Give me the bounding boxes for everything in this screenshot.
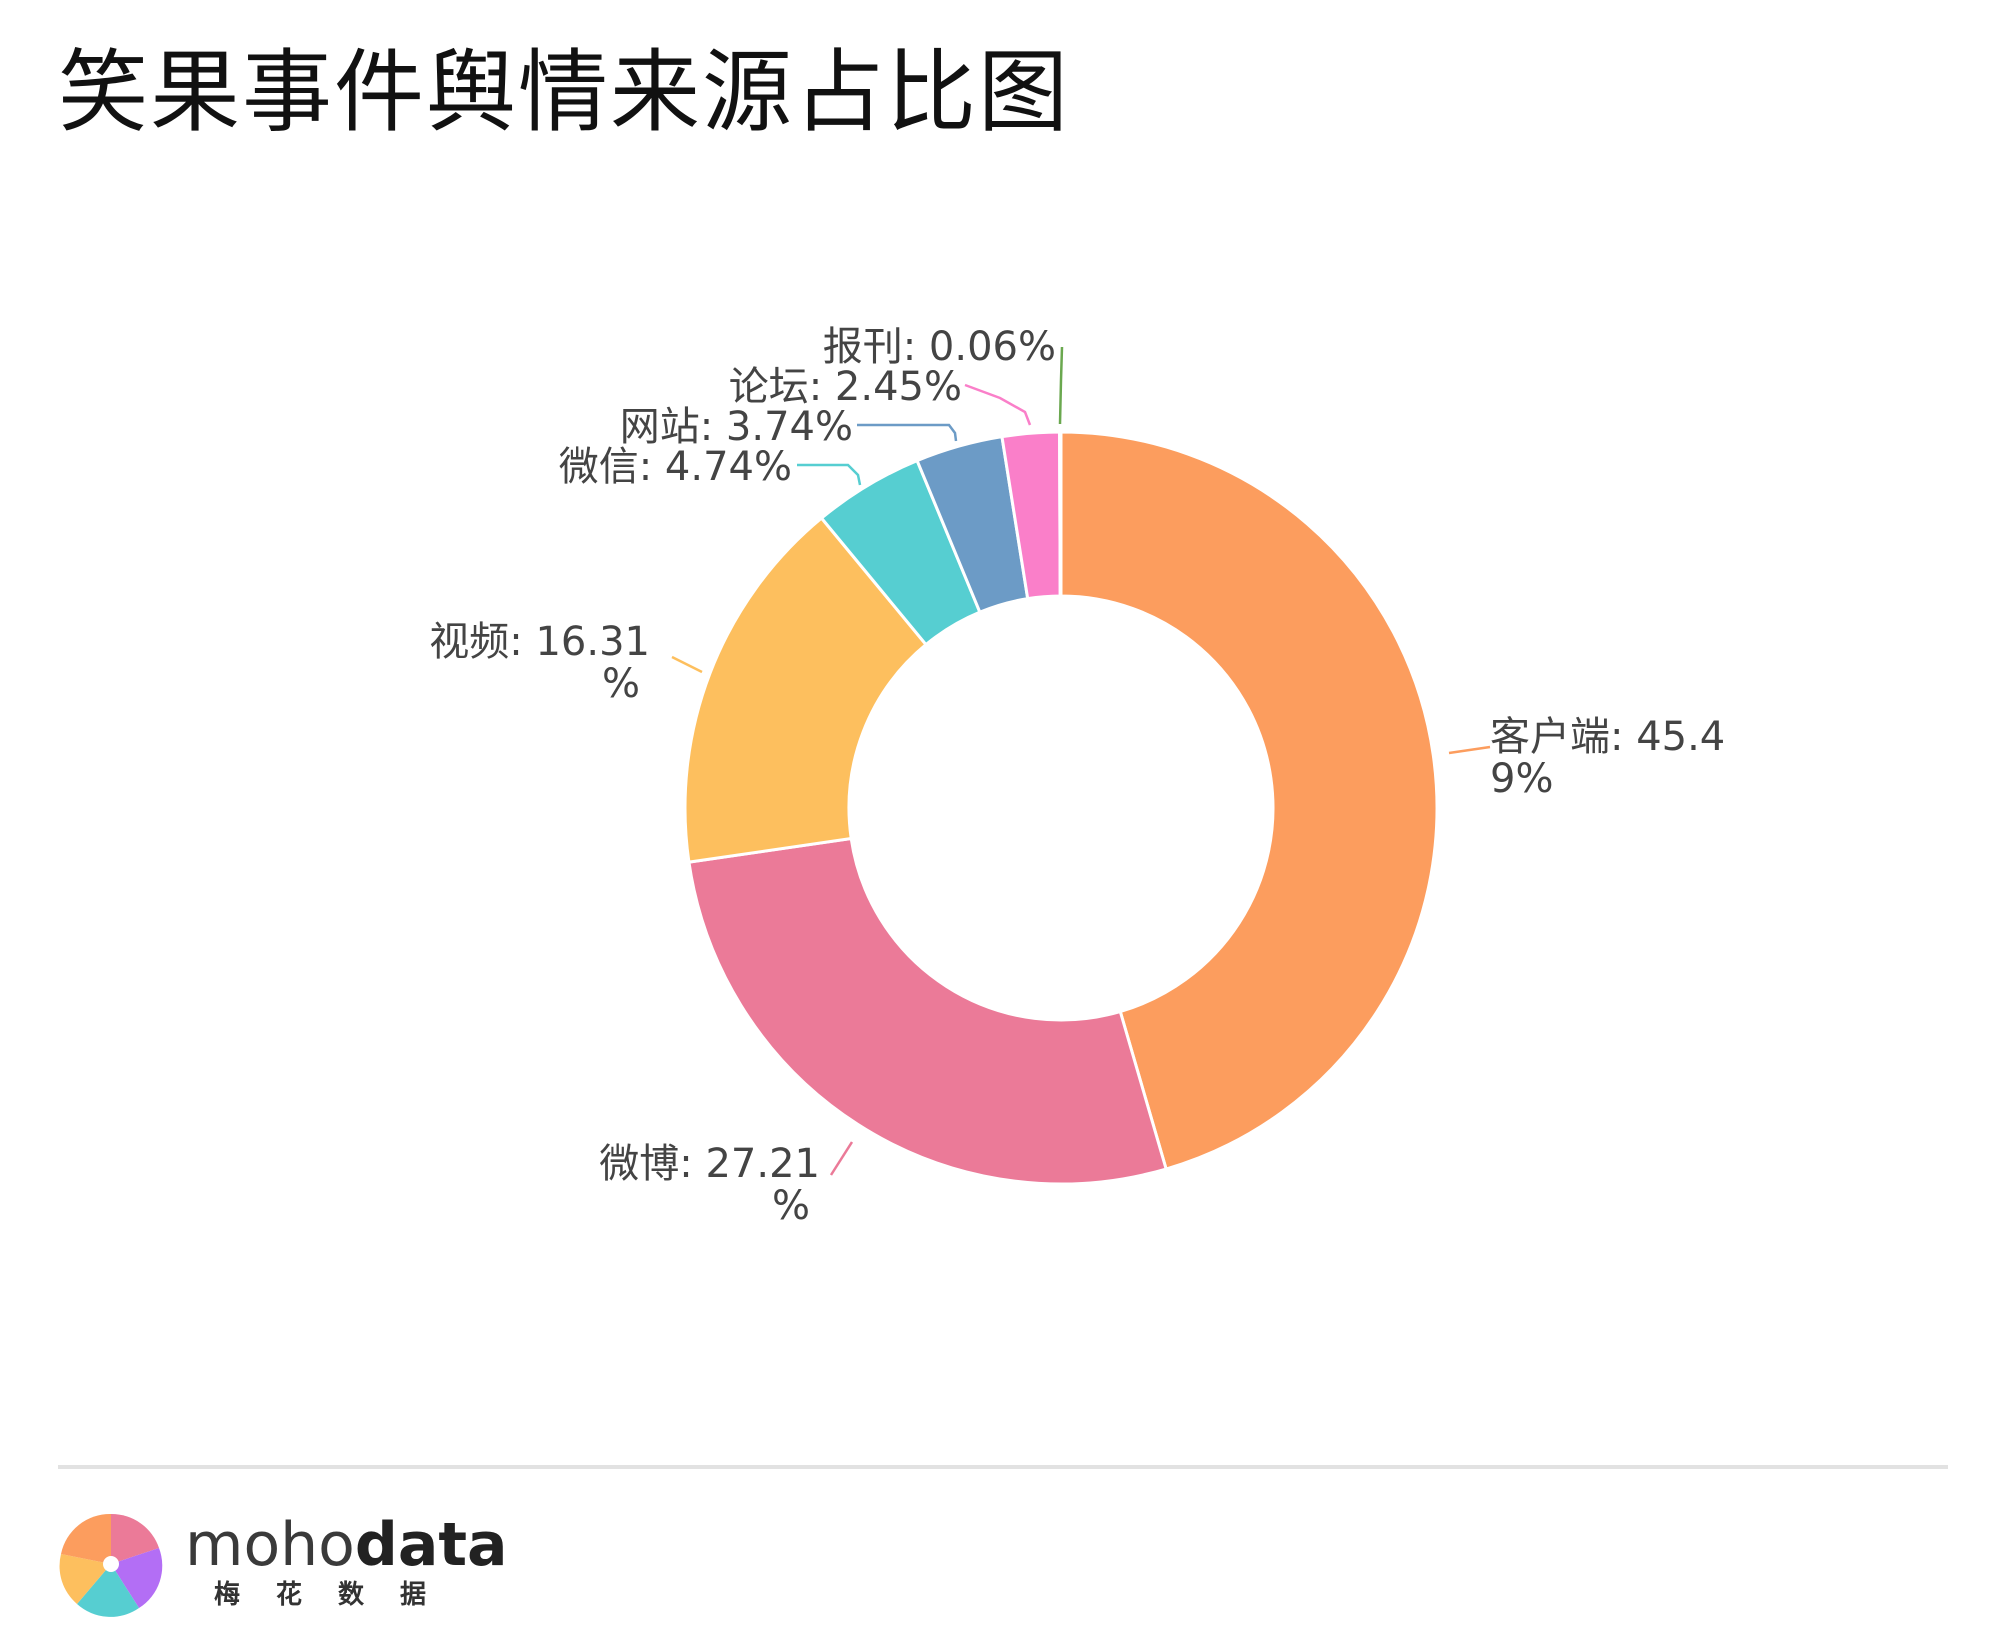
brand-wordmark-bold: data [354, 1510, 508, 1580]
slice-label-报刊: 报刊: 0.06% [823, 324, 1056, 370]
leader-line-报刊 [1058, 346, 1064, 425]
leader-line-微博 [829, 1141, 854, 1176]
page-title: 笑果事件舆情来源占比图 [58, 40, 1070, 145]
footer-divider [58, 1465, 1948, 1469]
slice-label-网站: 网站: 3.74% [620, 404, 853, 450]
slice-label-论坛: 论坛: 2.45% [729, 364, 962, 410]
slice-label-微信: 微信: 4.74% [559, 444, 792, 490]
slice-label-cont-客户端: 9% [1490, 756, 1553, 802]
slice-label-微博: 微博: 27.21 [599, 1141, 820, 1187]
slice-微博 [687, 836, 1168, 1186]
slice-视频 [683, 516, 929, 864]
leader-line-视频 [671, 655, 703, 674]
brand-wordmark: mohodata [185, 1510, 508, 1580]
slice-label-cont-微博: % [772, 1183, 810, 1229]
slice-labels: 客户端: 45.49%微博: 27.21%视频: 16.31%微信: 4.74%… [429, 324, 1725, 1229]
brand-wordmark-thin: moho [185, 1510, 355, 1580]
slice-客户端 [1059, 430, 1439, 1171]
slice-label-cont-视频: % [602, 661, 640, 707]
leader-lines [671, 346, 1491, 1176]
leader-line-客户端 [1448, 745, 1491, 755]
slice-报刊 [1058, 430, 1063, 598]
slice-label-客户端: 客户端: 45.4 [1490, 714, 1725, 760]
mohodata-logo-icon [59, 1513, 163, 1617]
slice-label-视频: 视频: 16.31 [429, 619, 650, 665]
leader-line-论坛 [964, 383, 1032, 426]
leader-line-微信 [797, 463, 862, 486]
chart-slices [683, 430, 1439, 1186]
brand-subtitle: 梅花数据 [214, 1580, 463, 1610]
leader-line-网站 [857, 423, 958, 442]
